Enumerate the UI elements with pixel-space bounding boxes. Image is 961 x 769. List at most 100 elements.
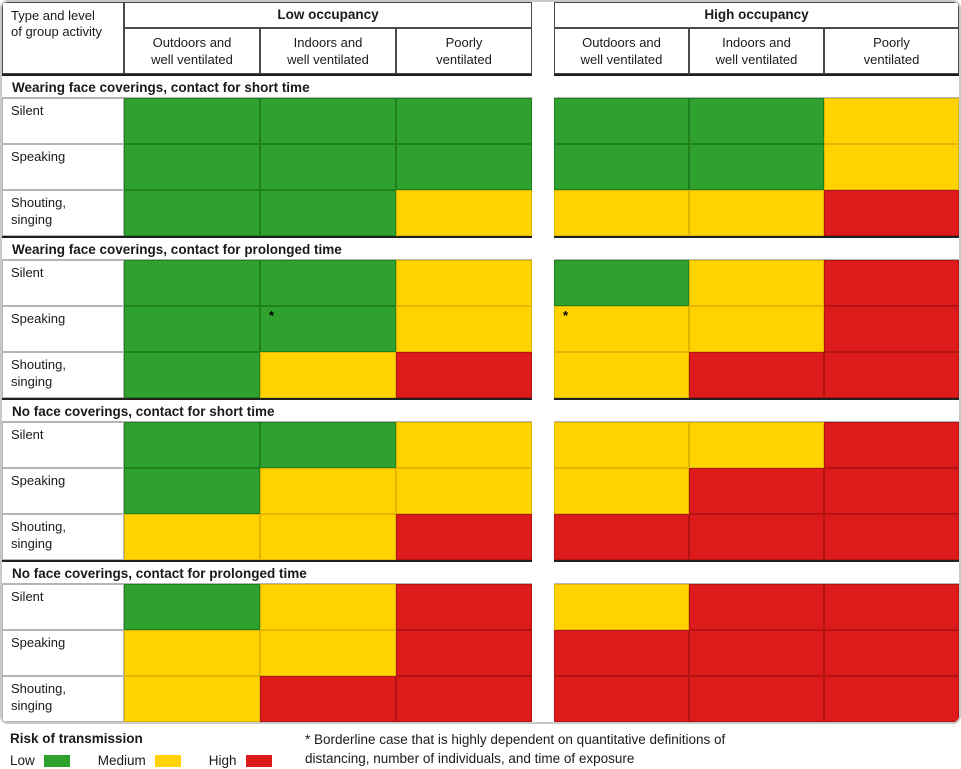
table-gap — [532, 260, 554, 306]
risk-cell — [689, 306, 824, 352]
risk-cell — [824, 306, 959, 352]
legend-swatch-low-icon — [43, 754, 70, 767]
table-gap — [532, 352, 554, 398]
row-label: Shouting, singing — [2, 352, 124, 398]
risk-cell — [260, 144, 396, 190]
risk-cell — [554, 514, 689, 560]
row-label: Speaking — [2, 468, 124, 514]
risk-cell — [689, 468, 824, 514]
risk-cell — [554, 676, 689, 722]
risk-cell — [124, 514, 260, 560]
risk-cell — [824, 352, 959, 398]
risk-cell — [260, 630, 396, 676]
risk-cell — [824, 422, 959, 468]
footnote: * Borderline case that is highly depende… — [305, 732, 726, 766]
legend-label-high: High — [208, 753, 237, 768]
risk-cell — [124, 352, 260, 398]
legend-item-medium: Medium — [98, 753, 181, 768]
table-gap — [532, 398, 554, 422]
section-header: No face coverings, contact for short tim… — [2, 398, 959, 422]
risk-cell — [124, 98, 260, 144]
risk-cell — [689, 144, 824, 190]
risk-cell — [824, 514, 959, 560]
row-label: Shouting, singing — [2, 190, 124, 236]
risk-cell — [124, 584, 260, 630]
section-header-rule — [554, 398, 959, 422]
risk-cell — [396, 98, 532, 144]
table-row: Speaking — [2, 144, 959, 190]
table-row: Silent — [2, 584, 959, 630]
risk-cell — [689, 514, 824, 560]
risk-cell — [554, 468, 689, 514]
risk-cell — [554, 144, 689, 190]
row-label: Silent — [2, 584, 124, 630]
risk-cell — [124, 630, 260, 676]
risk-cell — [396, 584, 532, 630]
table-row: Silent — [2, 422, 959, 468]
risk-cell — [824, 630, 959, 676]
table-gap — [532, 584, 554, 630]
row-label: Speaking — [2, 306, 124, 352]
column-headers-high: Outdoors and well ventilated Indoors and… — [554, 28, 959, 74]
risk-cell — [396, 306, 532, 352]
table-row: Speaking — [2, 630, 959, 676]
table-row: Silent — [2, 260, 959, 306]
risk-cell-borderline: * — [260, 306, 396, 352]
risk-cell — [554, 584, 689, 630]
column-header: Outdoors and well ventilated — [554, 28, 689, 74]
risk-cell — [260, 260, 396, 306]
section-title: No face coverings, contact for short tim… — [2, 398, 532, 422]
risk-cell — [260, 190, 396, 236]
legend-item-low: Low — [10, 753, 70, 768]
legend-items: Low Medium High — [10, 753, 305, 768]
table-gap — [532, 144, 554, 190]
legend-swatch-high-icon — [245, 754, 272, 767]
column-header: Indoors and well ventilated — [689, 28, 824, 74]
table-row: Speaking * * — [2, 306, 959, 352]
risk-cell — [124, 190, 260, 236]
risk-cell — [124, 260, 260, 306]
risk-cell — [260, 352, 396, 398]
table-gap — [532, 514, 554, 560]
risk-cell — [554, 630, 689, 676]
risk-cell — [396, 468, 532, 514]
risk-cell — [824, 584, 959, 630]
table-gap — [532, 306, 554, 352]
column-group-high-title: High occupancy — [554, 2, 959, 28]
column-header: Poorly ventilated — [824, 28, 959, 74]
table-header: Type and level of group activity Low occ… — [2, 2, 959, 74]
table-gap — [532, 468, 554, 514]
risk-cell — [396, 422, 532, 468]
risk-cell — [396, 260, 532, 306]
risk-cell — [689, 98, 824, 144]
table-gap — [532, 190, 554, 236]
table-row: Shouting, singing — [2, 514, 959, 560]
risk-cell — [554, 422, 689, 468]
risk-cell — [260, 584, 396, 630]
risk-cell — [554, 190, 689, 236]
table-row: Shouting, singing — [2, 352, 959, 398]
risk-cell — [396, 514, 532, 560]
column-group-low: Low occupancy Outdoors and well ventilat… — [124, 2, 532, 74]
risk-cell — [689, 676, 824, 722]
section-header-rule — [554, 560, 959, 584]
table-gap — [532, 98, 554, 144]
section-header: No face coverings, contact for prolonged… — [2, 560, 959, 584]
table-gap — [532, 236, 554, 260]
section-header-rule — [554, 236, 959, 260]
column-header: Indoors and well ventilated — [260, 28, 396, 74]
risk-cell — [689, 422, 824, 468]
column-headers-low: Outdoors and well ventilated Indoors and… — [124, 28, 532, 74]
risk-matrix-table: Type and level of group activity Low occ… — [0, 0, 961, 724]
legend-label-low: Low — [10, 753, 35, 768]
table-row: Speaking — [2, 468, 959, 514]
risk-cell — [689, 190, 824, 236]
row-label: Speaking — [2, 630, 124, 676]
table-gap — [532, 74, 554, 98]
risk-cell — [824, 468, 959, 514]
table-gap — [532, 560, 554, 584]
table-row: Shouting, singing — [2, 676, 959, 722]
corner-header: Type and level of group activity — [2, 2, 124, 74]
section-title: Wearing face coverings, contact for shor… — [2, 74, 532, 98]
risk-cell — [260, 468, 396, 514]
